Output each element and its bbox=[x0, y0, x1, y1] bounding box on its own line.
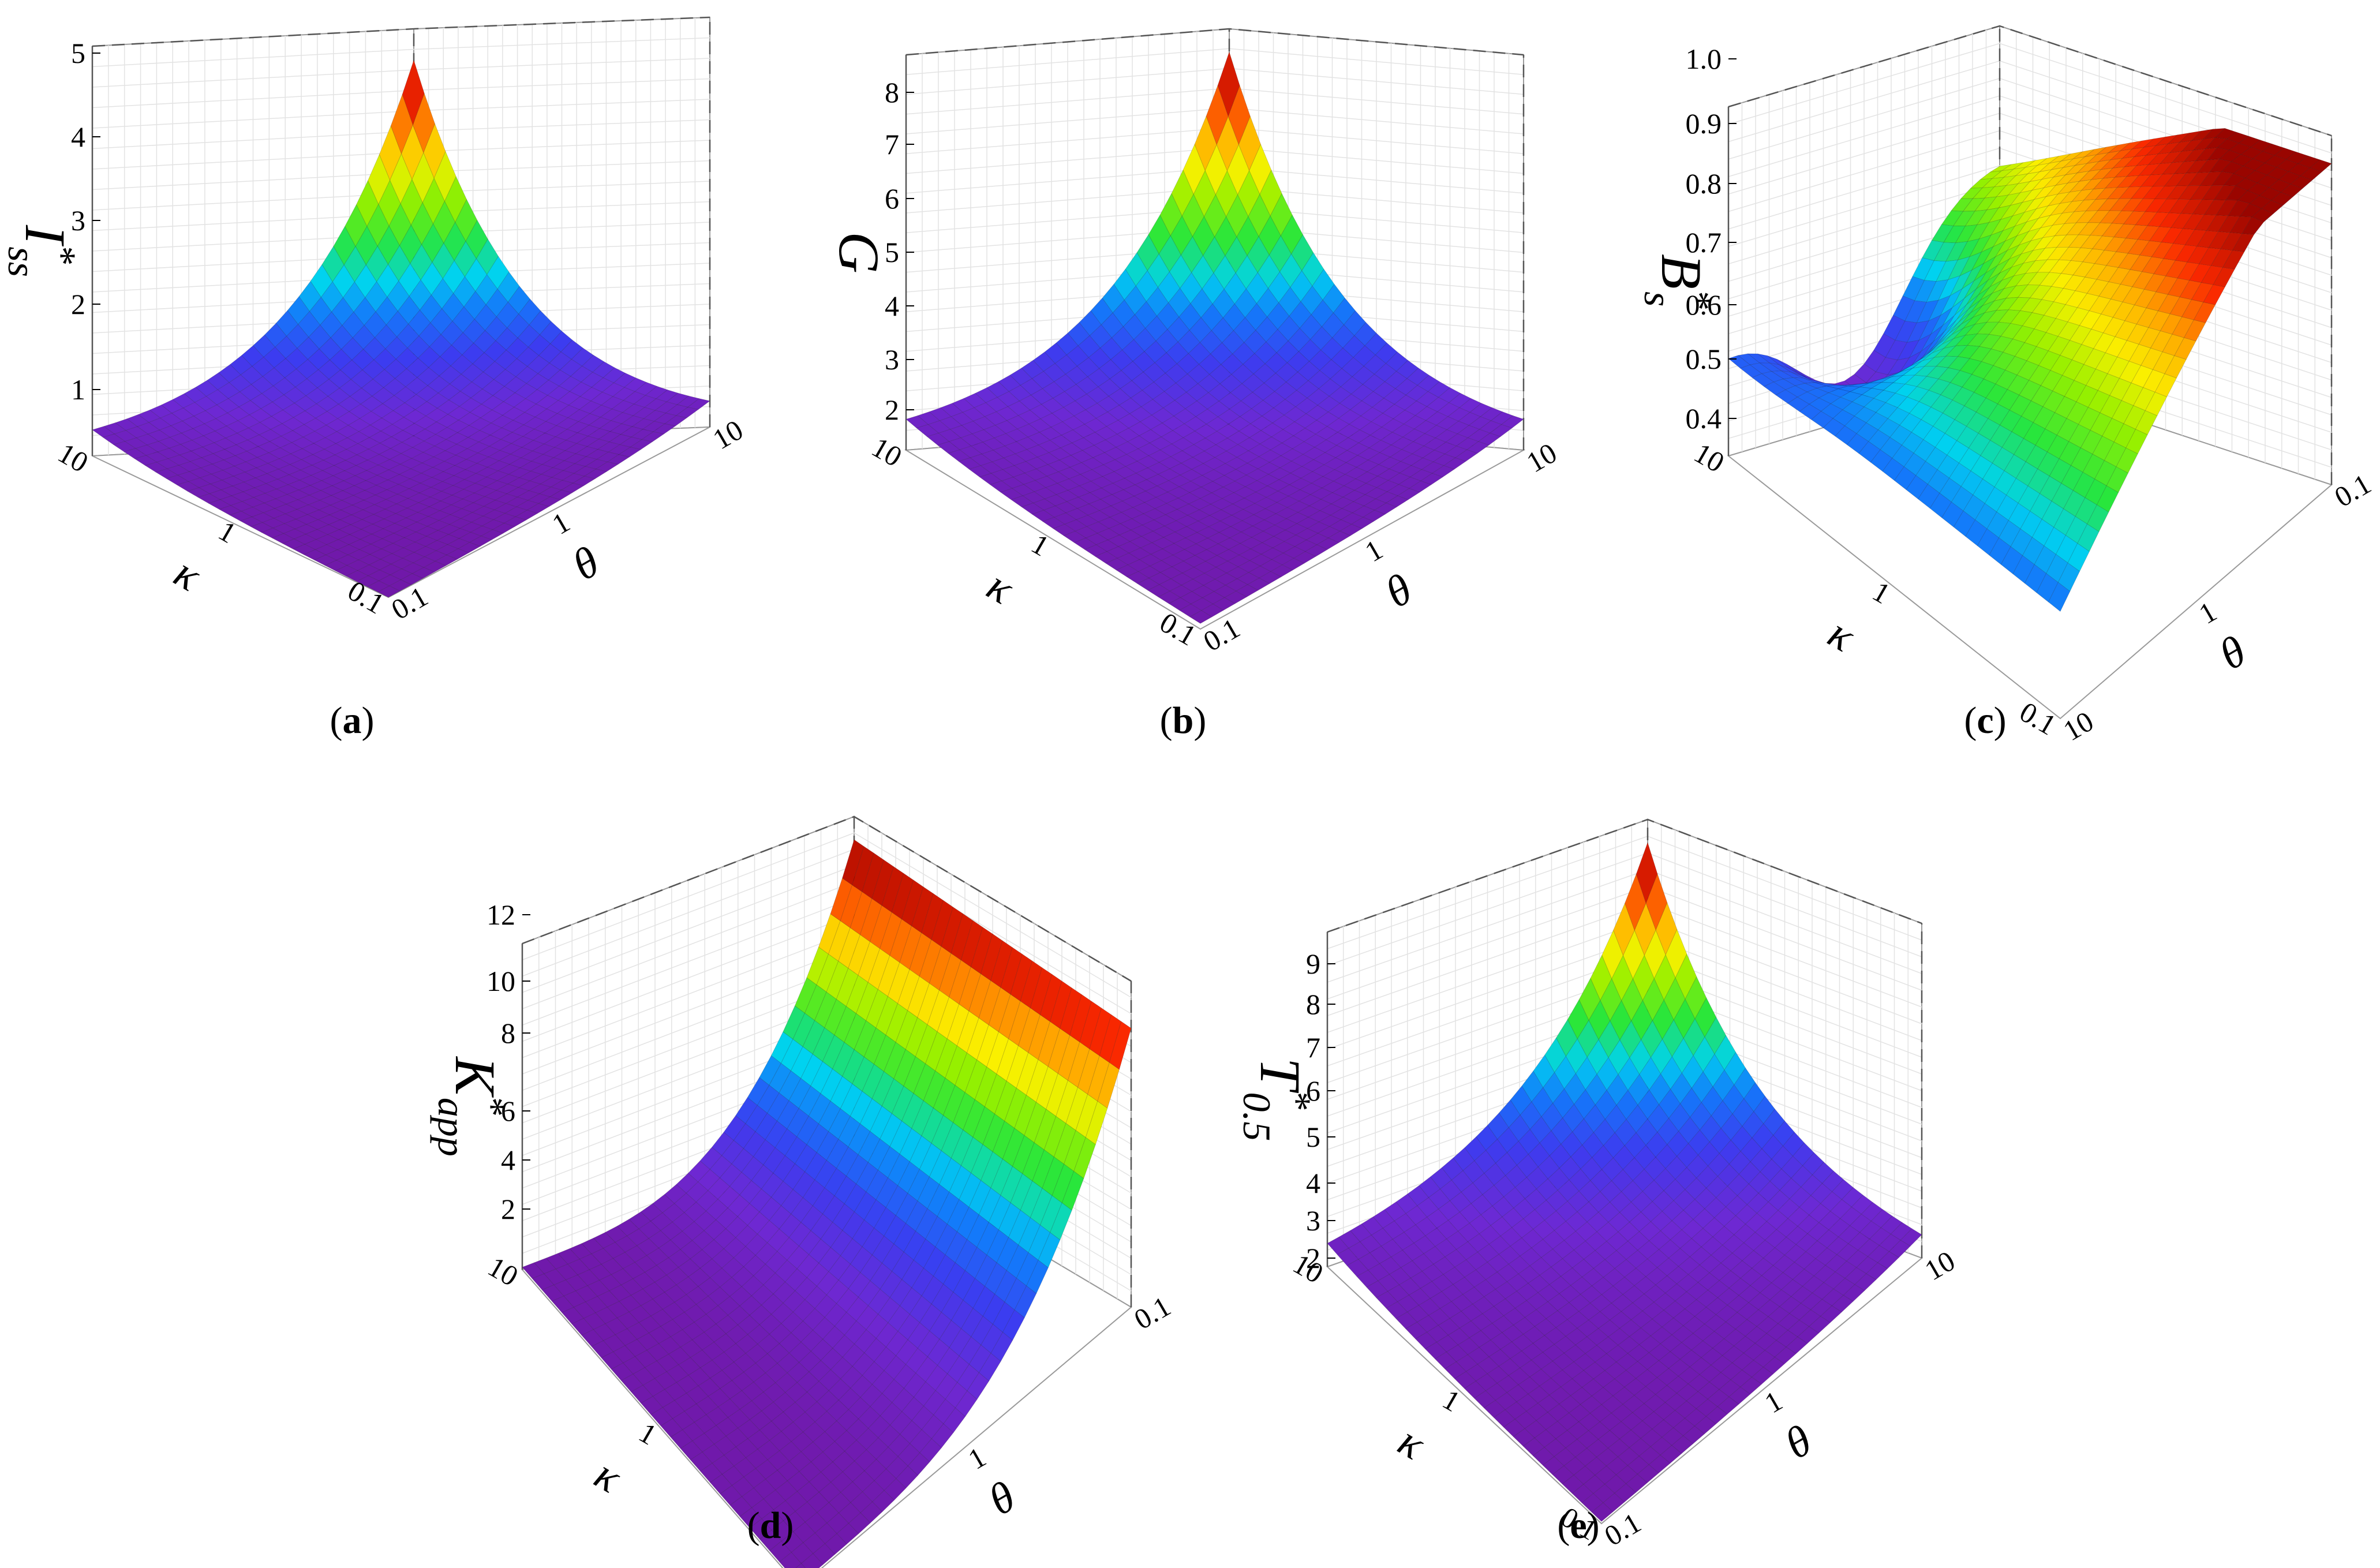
panel-caption: (d) bbox=[747, 1505, 794, 1547]
panel-b-surface bbox=[905, 51, 1524, 624]
z-axis-title: T*0.5 bbox=[1235, 1058, 1319, 1142]
panel-caption: (a) bbox=[330, 699, 375, 742]
kappa-axis-title: κ bbox=[1820, 608, 1863, 661]
panel-b-z-axis: 2 3 4 5 6 7 8 bbox=[885, 76, 914, 426]
theta-tick-label: 10 bbox=[1521, 436, 1562, 478]
kappa-axis-title: κ bbox=[979, 561, 1023, 614]
theta-axis-title: θ bbox=[981, 1472, 1023, 1525]
theta-tick-label: 1 bbox=[1360, 533, 1389, 568]
z-tick-label: 0.7 bbox=[1686, 226, 1722, 259]
panel-caption: (e) bbox=[1557, 1505, 1599, 1547]
z-tick-label: 7 bbox=[885, 128, 899, 160]
theta-axis-title: θ bbox=[564, 537, 607, 590]
z-axis-title: K*app bbox=[430, 1056, 514, 1157]
panel-c-z-axis: 0.4 0.5 0.6 0.7 0.8 0.9 1.0 bbox=[1686, 43, 1737, 435]
panel-caption: (c) bbox=[1964, 699, 2006, 742]
z-tick-label: 5 bbox=[1306, 1121, 1320, 1153]
kappa-tick-label: 1 bbox=[1437, 1383, 1466, 1418]
kappa-axis-title: κ bbox=[1390, 1416, 1434, 1469]
z-axis-title: I*ss bbox=[0, 224, 84, 277]
theta-tick-label: 1 bbox=[2194, 595, 2222, 630]
theta-tick-label: 1 bbox=[547, 506, 575, 541]
theta-axis-title: θ bbox=[1777, 1416, 1820, 1468]
kappa-tick-label: 10 bbox=[53, 436, 93, 478]
z-tick-label: 1 bbox=[71, 373, 85, 406]
z-tick-label: 2 bbox=[71, 288, 85, 320]
z-axis-title: B*s bbox=[1636, 254, 1720, 309]
kappa-tick-label: 1 bbox=[634, 1416, 663, 1451]
panel-d-surface bbox=[522, 839, 1132, 1568]
z-tick-label: 4 bbox=[501, 1144, 515, 1176]
panel-e-surface bbox=[1327, 841, 1922, 1522]
z-axis-title: G bbox=[827, 231, 891, 273]
z-tick-label: 6 bbox=[501, 1095, 515, 1127]
z-tick-label: 4 bbox=[885, 290, 899, 322]
z-tick-label: 5 bbox=[71, 37, 85, 69]
panel-c: 0.40.50.60.70.80.91.0B*s1010.1κ1010.1θ(c… bbox=[1636, 25, 2377, 747]
z-tick-label: 3 bbox=[1306, 1204, 1320, 1237]
z-tick-label: 2 bbox=[501, 1193, 515, 1225]
kappa-tick-label: 10 bbox=[866, 431, 907, 473]
z-tick-label: 12 bbox=[487, 899, 515, 931]
z-tick-label: 6 bbox=[885, 182, 899, 215]
kappa-tick-label: 10 bbox=[482, 1250, 523, 1292]
theta-tick-label: 1 bbox=[1759, 1384, 1788, 1420]
theta-axis-title: θ bbox=[2211, 627, 2254, 679]
z-tick-label: 4 bbox=[71, 121, 85, 153]
z-tick-label: 2 bbox=[885, 394, 899, 426]
z-tick-label: 5 bbox=[885, 236, 899, 268]
panel-caption: (b) bbox=[1160, 699, 1207, 742]
panel-c-surface bbox=[1728, 128, 2332, 612]
z-tick-label: 0.5 bbox=[1686, 343, 1722, 375]
kappa-tick-label: 1 bbox=[1867, 575, 1896, 610]
kappa-tick-label: 10 bbox=[1288, 1247, 1329, 1289]
z-tick-label: 2 bbox=[1306, 1242, 1320, 1274]
z-tick-label: 0.6 bbox=[1686, 289, 1722, 321]
theta-tick-label: 0.1 bbox=[2329, 467, 2377, 514]
kappa-tick-label: 1 bbox=[213, 514, 242, 549]
theta-tick-label: 10 bbox=[1919, 1244, 1960, 1286]
kappa-axis-title: κ bbox=[166, 548, 209, 601]
z-tick-label: 3 bbox=[71, 204, 85, 237]
panel-a-z-axis: 1 2 3 4 5 bbox=[71, 37, 100, 406]
z-tick-label: 0.9 bbox=[1686, 107, 1722, 140]
z-tick-label: 7 bbox=[1306, 1031, 1320, 1064]
kappa-axis-title: κ bbox=[587, 1450, 630, 1503]
kappa-tick-label: 1 bbox=[1026, 527, 1055, 563]
z-tick-label: 9 bbox=[1306, 948, 1320, 980]
z-tick-label: 0.4 bbox=[1686, 402, 1722, 435]
theta-tick-label: 10 bbox=[708, 413, 749, 455]
z-tick-label: 8 bbox=[1306, 988, 1320, 1020]
theta-tick-label: 1 bbox=[963, 1440, 991, 1476]
z-tick-label: 8 bbox=[885, 76, 899, 108]
kappa-tick-label: 10 bbox=[1689, 436, 1730, 478]
z-tick-label: 1.0 bbox=[1686, 43, 1722, 75]
z-tick-label: 6 bbox=[1306, 1075, 1320, 1107]
z-tick-label: 4 bbox=[1306, 1167, 1320, 1199]
z-tick-label: 8 bbox=[501, 1017, 515, 1049]
z-tick-label: 3 bbox=[885, 343, 899, 376]
theta-axis-title: θ bbox=[1378, 564, 1420, 617]
theta-tick-label: 0.1 bbox=[1129, 1290, 1176, 1336]
panel-a-surface bbox=[92, 59, 710, 598]
panel-e-z-axis: 2 3 4 5 6 7 8 9 bbox=[1306, 948, 1335, 1274]
z-tick-label: 10 bbox=[487, 965, 515, 997]
panel-d-z-axis: 2 4 6 8 10 12 bbox=[487, 899, 530, 1225]
z-tick-label: 0.8 bbox=[1686, 167, 1722, 200]
